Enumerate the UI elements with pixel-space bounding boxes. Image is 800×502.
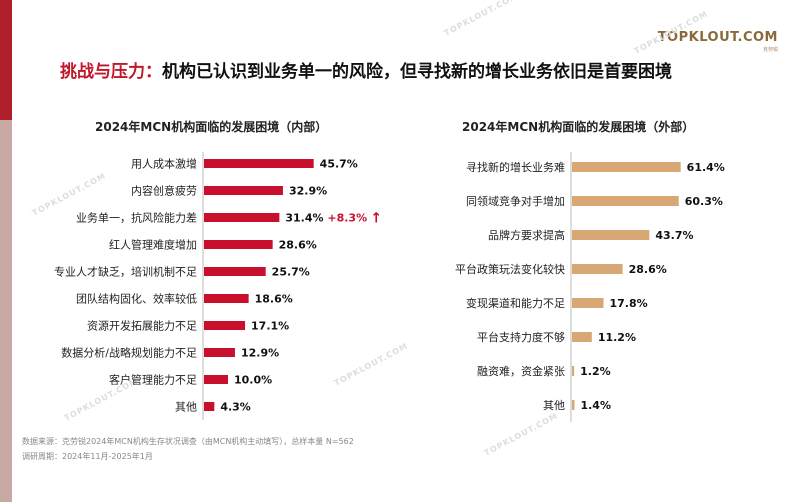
category-label: 客户管理能力不足 <box>109 373 197 387</box>
value-label: 17.1% <box>251 320 289 333</box>
bar <box>204 186 283 195</box>
value-label: 12.9% <box>241 347 279 360</box>
bar <box>204 213 280 222</box>
value-label: 11.2% <box>598 331 636 344</box>
category-label: 团队结构固化、效率较低 <box>76 292 197 306</box>
logo-sub: 克劳锐 <box>762 47 778 53</box>
category-label: 其他 <box>543 399 565 412</box>
value-label: 61.4% <box>687 161 725 174</box>
chart-title-external: 2024年MCN机构面临的发展困境（外部） <box>462 120 695 134</box>
value-label: 17.8% <box>610 297 648 310</box>
bar <box>204 402 215 411</box>
left-accent-strip <box>0 0 12 502</box>
category-label: 融资难，资金紧张 <box>477 364 565 378</box>
value-label: 28.6% <box>629 263 667 276</box>
arrow-up-icon: ↑ <box>370 211 382 227</box>
bar <box>572 400 575 410</box>
value-label: 4.3% <box>220 401 251 414</box>
category-label: 平台政策玩法变化较快 <box>455 262 565 276</box>
headline: 挑战与压力：机构已认识到业务单一的风险，但寻找新的增长业务依旧是首要困境 <box>60 57 672 82</box>
bar <box>204 348 235 357</box>
category-label: 内容创意疲劳 <box>131 184 197 198</box>
category-label: 寻找新的增长业务难 <box>466 160 565 174</box>
value-label: 10.0% <box>234 374 272 387</box>
category-label: 专业人才缺乏，培训机制不足 <box>54 265 197 279</box>
chart-title-internal: 2024年MCN机构面临的发展困境（内部） <box>95 120 328 134</box>
footer-period: 调研周期：2024年11月-2025年1月 <box>22 452 153 461</box>
value-label: 28.6% <box>279 239 317 252</box>
bar <box>572 162 681 172</box>
category-label: 资源开发拓展能力不足 <box>87 319 197 333</box>
annotation-label: +8.3% <box>327 212 367 225</box>
bar <box>572 196 679 206</box>
footer-source: 数据来源：克劳锐2024年MCN机构生存状况调查（由MCN机构主动填写），总样本… <box>22 437 354 446</box>
category-label: 同领域竞争对手增加 <box>466 194 565 208</box>
bar <box>572 264 623 274</box>
chart-internal: 用人成本激增 45.7% 内容创意疲劳 32.9% 业务单一，抗风险能力差 31.4% +8… <box>54 152 382 420</box>
category-label: 平台支持力度不够 <box>477 330 565 344</box>
bar <box>204 294 249 303</box>
value-label: 60.3% <box>685 195 723 208</box>
value-label: 45.7% <box>320 158 358 171</box>
bar <box>204 321 246 330</box>
bar <box>572 298 604 308</box>
left-accent-bar <box>0 0 12 120</box>
category-label: 其他 <box>175 401 197 414</box>
value-label: 18.6% <box>255 293 293 306</box>
watermark: TOPKLOUT.COM <box>442 0 520 38</box>
bar <box>204 267 266 276</box>
bar <box>572 366 575 376</box>
value-label: 1.4% <box>580 399 611 412</box>
logo: TOPKLOUT.COM 克劳锐 <box>658 30 778 53</box>
headline-tag: 挑战与压力： <box>60 62 162 82</box>
bar <box>204 375 228 384</box>
logo-name: TOPKLOUT.COM <box>657 30 778 45</box>
bar <box>572 332 592 342</box>
value-label: 31.4% <box>285 212 323 225</box>
category-label: 红人管理难度增加 <box>109 238 197 252</box>
bar <box>204 240 273 249</box>
value-label: 25.7% <box>272 266 310 279</box>
value-label: 43.7% <box>655 229 693 242</box>
headline-text: 机构已认识到业务单一的风险，但寻找新的增长业务依旧是首要困境 <box>162 62 672 82</box>
category-label: 变现渠道和能力不足 <box>466 296 565 310</box>
value-label: 1.2% <box>580 365 611 378</box>
category-label: 业务单一，抗风险能力差 <box>76 211 197 225</box>
category-label: 品牌方要求提高 <box>488 228 565 242</box>
bar <box>204 159 314 168</box>
category-label: 数据分析/战略规划能力不足 <box>61 346 197 360</box>
value-label: 32.9% <box>289 185 327 198</box>
category-label: 用人成本激增 <box>131 157 197 171</box>
bar <box>572 230 650 240</box>
chart-external: 寻找新的增长业务难 61.4% 同领域竞争对手增加 60.3% 品牌方要求提高 43.7%… <box>455 152 725 422</box>
